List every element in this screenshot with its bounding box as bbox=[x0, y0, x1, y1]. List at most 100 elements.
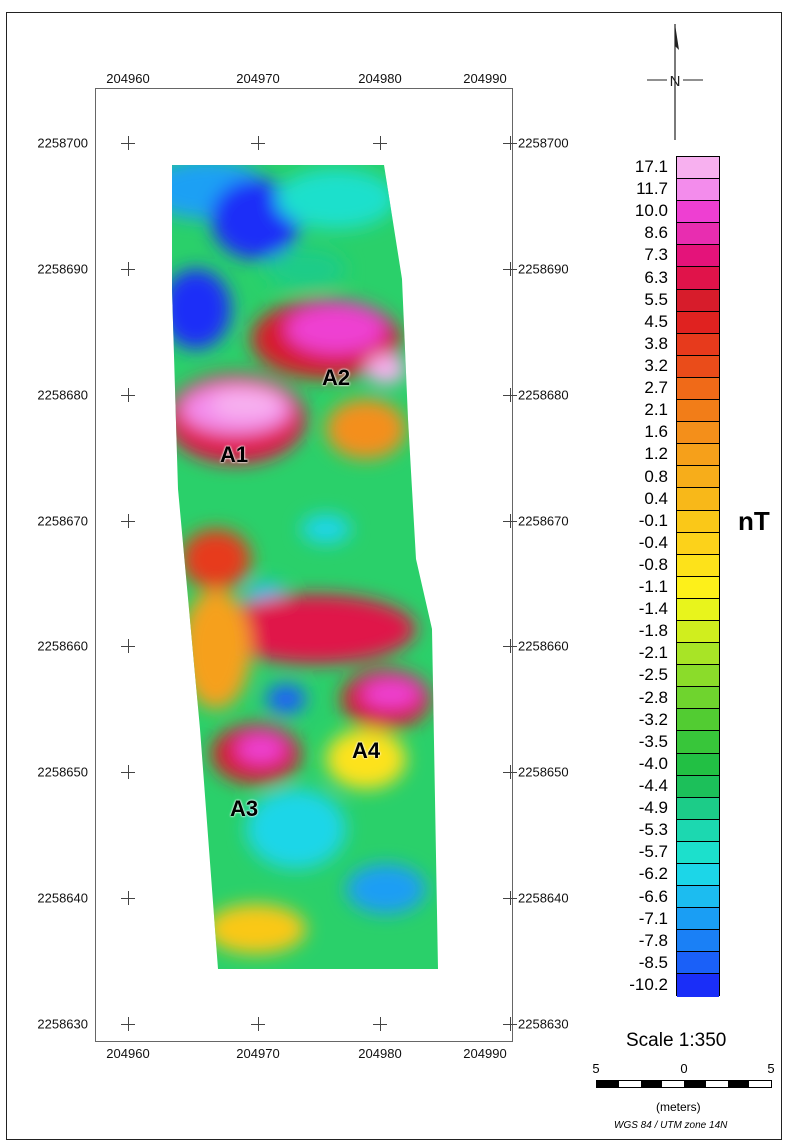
scale-bar bbox=[596, 1080, 772, 1088]
color-scale-segment bbox=[677, 245, 719, 268]
color-scale-label: -0.4 bbox=[638, 532, 668, 552]
y-tick-right-4: 2258670 bbox=[518, 513, 569, 529]
anomaly-label-a1: A1 bbox=[220, 442, 249, 467]
grid-cross bbox=[503, 891, 517, 905]
y-tick-right-8: 2258630 bbox=[518, 1016, 569, 1032]
x-tick-top-4: 204990 bbox=[463, 71, 507, 86]
y-tick-left-8: 2258630 bbox=[37, 1016, 88, 1032]
y-tick-right-2: 2258690 bbox=[518, 261, 569, 277]
color-scale-segment bbox=[677, 753, 719, 776]
color-scale-label: -6.6 bbox=[638, 886, 668, 906]
color-scale-segment bbox=[677, 510, 719, 533]
x-tick-top-3: 204980 bbox=[358, 71, 402, 86]
color-scale-label: 10.0 bbox=[634, 201, 668, 221]
color-scale-segment bbox=[677, 532, 719, 555]
color-scale-bar bbox=[676, 156, 720, 997]
color-scale-label: 1.2 bbox=[644, 444, 668, 464]
x-tick-bottom-3: 204980 bbox=[358, 1046, 402, 1061]
color-scale-label: -1.1 bbox=[638, 577, 668, 597]
color-scale-label: 4.5 bbox=[644, 311, 668, 331]
color-scale-segment bbox=[677, 908, 719, 931]
grid-cross bbox=[251, 136, 265, 150]
color-scale-segment bbox=[677, 841, 719, 864]
color-scale-segment bbox=[677, 377, 719, 401]
color-scale-label: -3.2 bbox=[638, 709, 668, 729]
color-scale-label: 11.7 bbox=[636, 179, 668, 199]
color-scale-segment bbox=[677, 598, 719, 621]
x-tick-top-2: 204970 bbox=[236, 71, 280, 86]
color-scale-segment bbox=[677, 687, 719, 710]
legend-unit: nT bbox=[738, 506, 770, 536]
color-scale-label: -7.8 bbox=[638, 930, 668, 950]
color-scale-label: -1.4 bbox=[638, 599, 668, 619]
color-scale-segment bbox=[677, 709, 719, 732]
color-scale-segment bbox=[677, 267, 719, 290]
color-scale-segment bbox=[677, 355, 719, 378]
magnetic-anomaly-map bbox=[172, 165, 438, 969]
y-tick-left-2: 2258690 bbox=[37, 261, 88, 277]
scale-center-value: 0 bbox=[680, 1061, 688, 1076]
x-tick-top-1: 204960 bbox=[106, 71, 150, 86]
color-scale-label: 0.8 bbox=[644, 466, 668, 486]
color-scale-label: -4.0 bbox=[638, 753, 668, 773]
color-scale-segment bbox=[677, 422, 719, 445]
color-scale-segment bbox=[677, 333, 719, 356]
north-label: N bbox=[670, 73, 681, 90]
color-scale-segment bbox=[677, 179, 719, 202]
color-scale-segment bbox=[677, 289, 719, 312]
color-scale-segment bbox=[677, 466, 719, 489]
color-scale-segment bbox=[677, 731, 719, 754]
scale-unit: (meters) bbox=[656, 1100, 701, 1114]
grid-cross bbox=[503, 136, 517, 150]
color-scale-segment bbox=[677, 444, 719, 467]
x-tick-bottom-1: 204960 bbox=[106, 1046, 150, 1061]
color-scale-label: 2.1 bbox=[644, 400, 668, 420]
color-scale-label: 0.4 bbox=[644, 488, 668, 508]
scale-title: Scale 1:350 bbox=[626, 1030, 727, 1051]
color-scale-label: -0.8 bbox=[638, 554, 668, 574]
color-scale-segment bbox=[677, 974, 719, 997]
y-tick-left-7: 2258640 bbox=[37, 890, 88, 906]
color-scale-label: -0.1 bbox=[638, 510, 668, 530]
grid-cross bbox=[503, 514, 517, 528]
color-scale-segment bbox=[677, 886, 719, 909]
color-scale-segment bbox=[677, 400, 719, 423]
y-tick-right-7: 2258640 bbox=[518, 890, 569, 906]
color-scale-segment bbox=[677, 952, 719, 975]
color-scale-label: -7.1 bbox=[638, 908, 668, 928]
grid-cross bbox=[121, 1017, 135, 1031]
north-arrow-icon: N bbox=[647, 24, 703, 140]
x-tick-bottom-2: 204970 bbox=[236, 1046, 280, 1061]
grid-cross bbox=[121, 639, 135, 653]
grid-cross bbox=[251, 1017, 265, 1031]
color-scale-segment bbox=[677, 201, 719, 224]
map-plot-area bbox=[95, 88, 513, 1042]
color-scale-segment bbox=[677, 819, 719, 842]
y-tick-right-6: 2258650 bbox=[518, 764, 569, 780]
color-scale-label: -6.2 bbox=[638, 864, 668, 884]
color-scale-segment bbox=[677, 864, 719, 887]
grid-cross bbox=[121, 514, 135, 528]
y-tick-left-6: 2258650 bbox=[37, 764, 88, 780]
color-scale-label: 5.5 bbox=[644, 289, 668, 309]
anomaly-label-a2: A2 bbox=[322, 365, 351, 390]
color-scale-label: 2.7 bbox=[644, 378, 668, 398]
anomaly-label-a3: A3 bbox=[230, 796, 259, 821]
color-scale-segment bbox=[677, 157, 719, 180]
color-scale-label: 17.1 bbox=[634, 157, 668, 177]
map-frame bbox=[6, 12, 782, 1140]
color-scale-segment bbox=[677, 223, 719, 246]
color-scale-label: 3.8 bbox=[644, 333, 668, 353]
color-scale-label: -2.5 bbox=[638, 665, 668, 685]
color-scale-label: -2.8 bbox=[638, 687, 668, 707]
color-scale-label: 1.6 bbox=[644, 422, 668, 442]
y-tick-right-3: 2258680 bbox=[518, 387, 569, 403]
color-scale-label: 7.3 bbox=[644, 245, 668, 265]
y-tick-right-5: 2258660 bbox=[518, 638, 569, 654]
survey-grid bbox=[172, 165, 438, 969]
color-scale-label: -3.5 bbox=[638, 731, 668, 751]
grid-cross bbox=[121, 262, 135, 276]
grid-cross bbox=[121, 891, 135, 905]
scale-left-value: 5 bbox=[592, 1061, 600, 1076]
anomaly-label-a4: A4 bbox=[352, 738, 381, 763]
